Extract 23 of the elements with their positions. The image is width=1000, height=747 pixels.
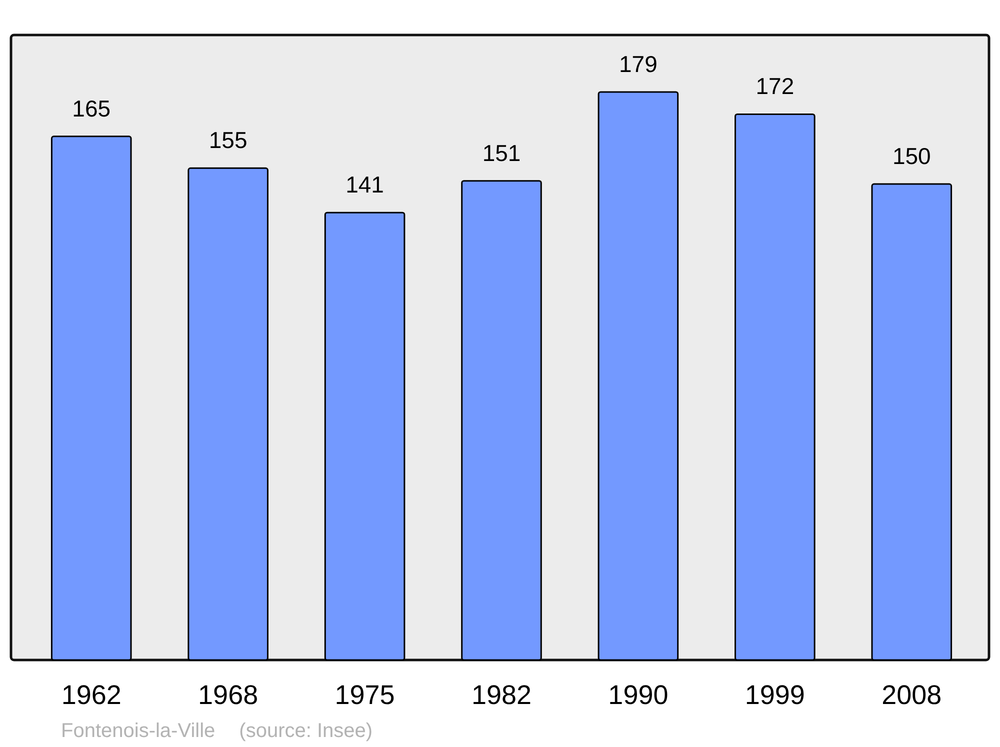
data-label: 179 <box>619 51 658 77</box>
bar <box>734 113 816 661</box>
text: (source: Insee) <box>239 720 373 742</box>
data-label: 165 <box>72 95 111 122</box>
data-label: 155 <box>208 127 248 154</box>
bar <box>871 183 952 661</box>
bar <box>598 91 679 661</box>
data-label: 150 <box>892 143 931 170</box>
bar <box>324 212 406 661</box>
x-tick-label: 1962 <box>61 680 122 710</box>
bar <box>461 180 542 661</box>
x-tick-label: 1990 <box>608 680 668 710</box>
data-label: 141 <box>346 172 384 198</box>
bar <box>188 167 268 661</box>
x-tick-label: 2008 <box>882 680 942 710</box>
x-tick-label: 1999 <box>744 680 805 710</box>
data-label: 151 <box>482 140 521 166</box>
x-tick-label: 1975 <box>334 680 395 710</box>
text: Fontenois-la-Ville <box>61 720 216 742</box>
x-tick-label: 1968 <box>198 680 258 710</box>
x-tick-label: 1982 <box>471 680 532 710</box>
data-label: 172 <box>756 73 794 100</box>
bar <box>50 136 132 661</box>
